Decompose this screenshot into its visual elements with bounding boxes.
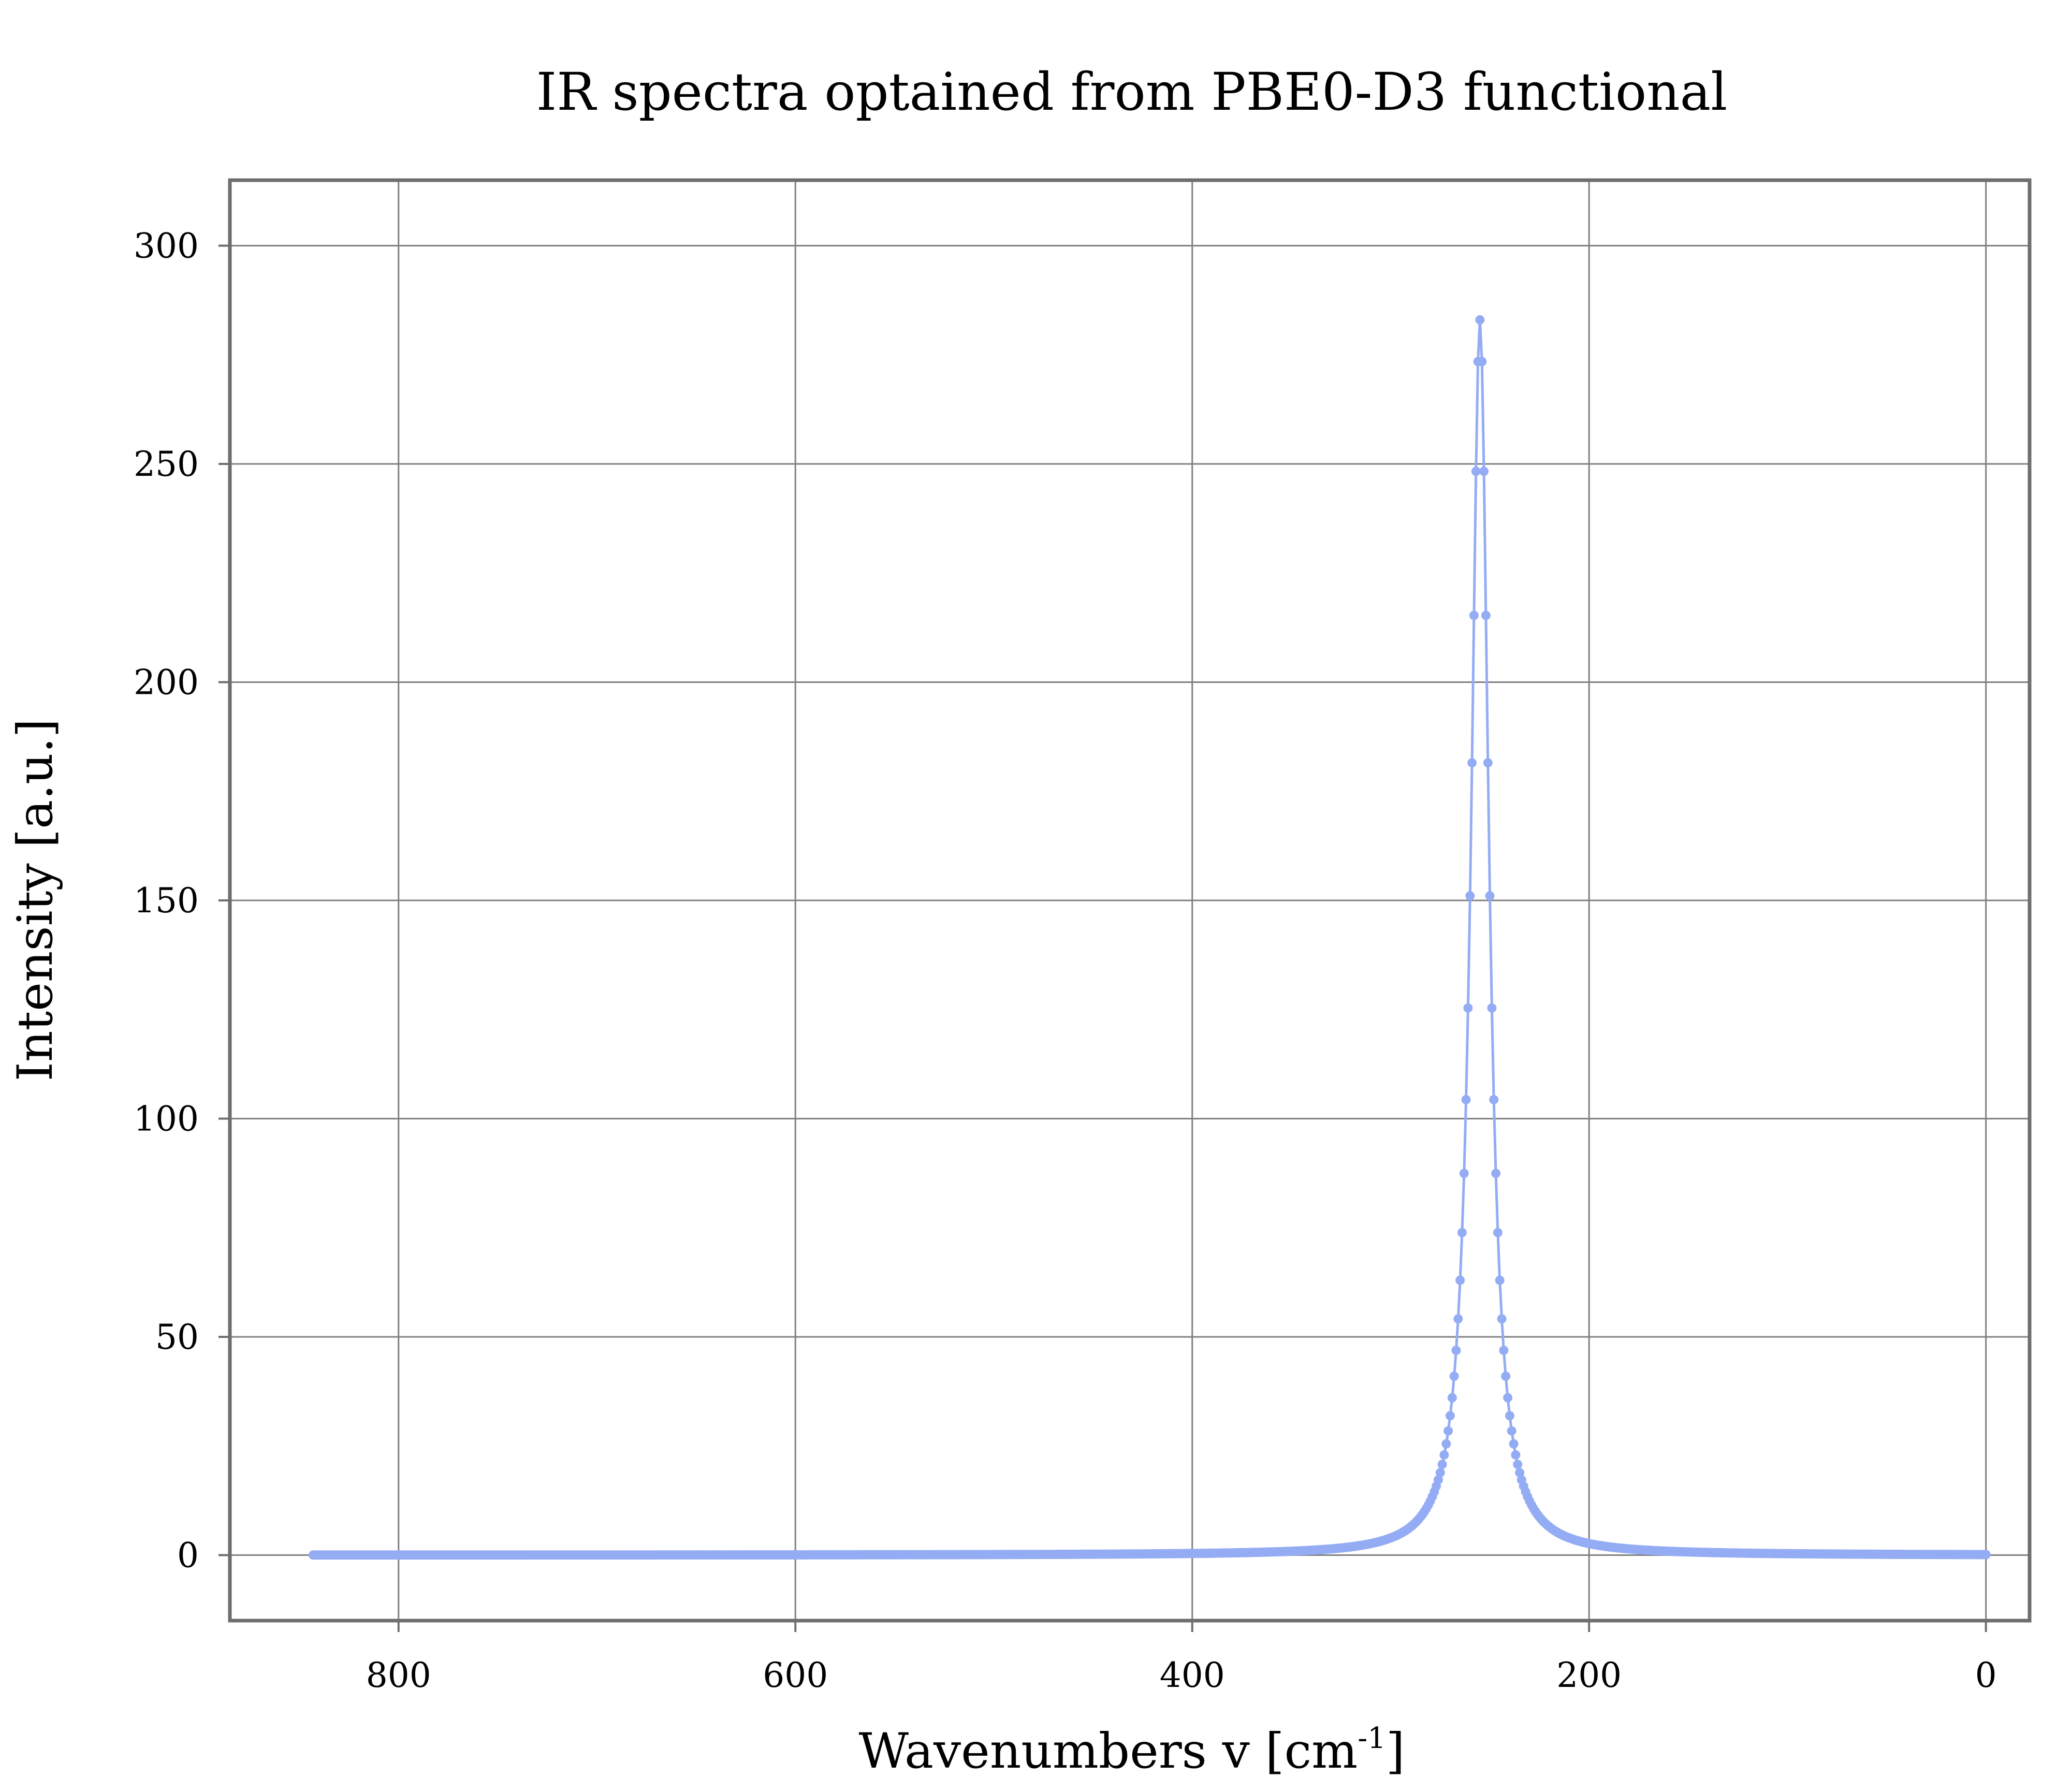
plot-frame (228, 178, 2032, 1623)
y-tick-label: 100 (134, 1099, 199, 1139)
x-tick-label: 0 (1975, 1655, 1997, 1695)
data-point (1451, 1346, 1461, 1355)
series-layer (309, 315, 1991, 1560)
data-point (1509, 1439, 1519, 1449)
data-point (1453, 1314, 1463, 1324)
data-point (1475, 315, 1485, 325)
x-tick-label: 400 (1160, 1655, 1225, 1695)
y-tick-label: 0 (177, 1536, 199, 1576)
data-point (1481, 610, 1491, 620)
data-point (1469, 610, 1479, 620)
data-point (1513, 1460, 1523, 1469)
data-point (1461, 1095, 1471, 1104)
data-point (1437, 1460, 1447, 1469)
data-point (1455, 1275, 1465, 1285)
data-point (1433, 1475, 1443, 1485)
data-point (1479, 467, 1489, 476)
grid (230, 180, 2030, 1621)
data-point (1499, 1346, 1509, 1355)
y-tick-label: 200 (134, 662, 199, 702)
x-axis-label-suffix: ] (1386, 1723, 1405, 1780)
data-point (1487, 1003, 1497, 1013)
y-tick-label: 150 (134, 881, 199, 921)
x-tick-label: 600 (763, 1655, 828, 1695)
data-point (1467, 758, 1477, 768)
data-point (1477, 357, 1487, 367)
data-point (1457, 1228, 1467, 1237)
data-point (1511, 1450, 1521, 1460)
y-tick-label: 250 (134, 444, 199, 484)
x-axis-label: Wavenumbers v [cm-1] (859, 1722, 1405, 1780)
data-point (1489, 1095, 1499, 1104)
data-point (1471, 467, 1481, 476)
data-point (1485, 891, 1495, 901)
y-axis-label: Intensity [a.u.] (7, 719, 64, 1081)
data-point (1493, 1228, 1503, 1237)
data-point (1503, 1393, 1513, 1403)
data-point (1449, 1372, 1459, 1381)
data-point (1465, 891, 1475, 901)
data-point (1507, 1426, 1516, 1436)
x-tick-label: 200 (1556, 1655, 1622, 1695)
data-point (1435, 1468, 1445, 1478)
axis-ticks: 800 600 400 200 0 0 50 100 150 200 250 300 (134, 226, 1997, 1695)
x-axis-label-main: Wavenumbers v [cm (859, 1723, 1358, 1780)
x-tick-label: 800 (366, 1655, 431, 1695)
data-point (1459, 1169, 1469, 1178)
series-line (313, 319, 1986, 1556)
data-point (1981, 1550, 1991, 1560)
data-point (1445, 1411, 1455, 1421)
data-point (1483, 758, 1493, 768)
data-point (1447, 1393, 1457, 1403)
y-tick-label: 50 (155, 1317, 199, 1357)
data-point (1501, 1372, 1511, 1381)
data-point (1497, 1314, 1507, 1324)
data-point (1491, 1169, 1501, 1178)
chart-title: IR spectra optained from PBE0-D3 functio… (536, 62, 1728, 122)
x-axis-label-superscript: -1 (1358, 1722, 1386, 1755)
data-point (1495, 1275, 1505, 1285)
data-point (1439, 1450, 1449, 1460)
data-point (1463, 1003, 1473, 1013)
data-point (1441, 1439, 1451, 1449)
y-tick-label: 300 (134, 226, 199, 266)
data-point (1443, 1426, 1453, 1436)
data-point (1505, 1411, 1514, 1421)
data-point (1515, 1468, 1525, 1478)
